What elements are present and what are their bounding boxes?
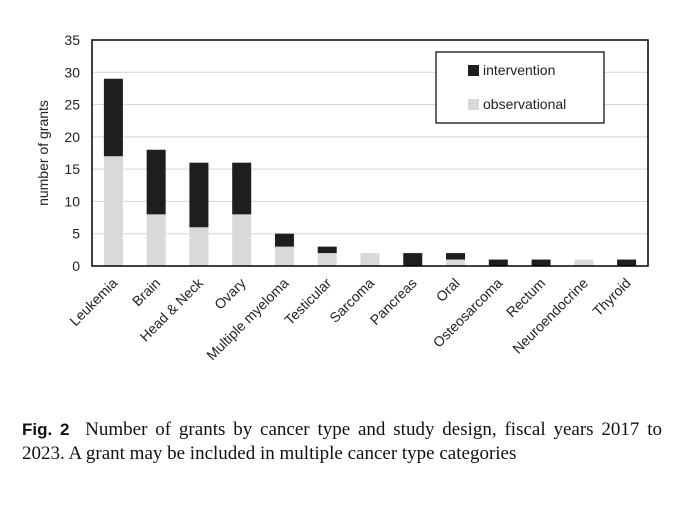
legend-swatch-observational [468, 99, 479, 110]
gridlines [92, 39, 648, 267]
y-tick-label: 20 [64, 129, 80, 145]
bar-intervention [274, 233, 294, 247]
x-tick-label: Leukemia [66, 275, 120, 329]
caption-label: Fig. 2 [22, 420, 70, 439]
legend-swatch-intervention [468, 65, 479, 76]
x-tick-label: Ovary [211, 275, 249, 313]
bar-observational [446, 259, 466, 266]
y-tick-label: 15 [64, 161, 80, 177]
bar-observational [232, 214, 252, 266]
x-tick-label: Thyroid [589, 275, 633, 319]
bars [103, 78, 637, 266]
y-tick-label: 35 [64, 32, 80, 48]
x-tick-label: Neuroendocrine [509, 275, 591, 357]
bar-observational [274, 246, 294, 266]
bar-intervention [531, 259, 551, 266]
bar-intervention [446, 253, 466, 260]
bar-intervention [189, 162, 209, 228]
y-tick-label: 0 [72, 258, 80, 274]
bar-intervention [617, 259, 637, 266]
legend-label-intervention: intervention [483, 62, 555, 78]
x-tick-label: Multiple myeloma [203, 275, 291, 363]
bar-intervention [403, 253, 423, 266]
x-tick-label: Oral [433, 275, 463, 305]
legend-label-observational: observational [483, 96, 566, 112]
bar-observational [360, 253, 380, 266]
y-axis-ticks: 0 5 10 15 20 25 30 35 [64, 32, 80, 274]
bar-intervention [317, 246, 337, 254]
bar-observational [317, 253, 337, 266]
bar-observational [189, 227, 209, 266]
y-tick-label: 10 [64, 193, 80, 209]
bar-observational [146, 214, 166, 266]
bar-observational [103, 156, 123, 266]
y-tick-label: 25 [64, 97, 80, 113]
y-tick-label: 5 [72, 226, 80, 242]
x-tick-label: Testicular [281, 275, 334, 328]
x-tick-label: Pancreas [367, 275, 420, 328]
x-tick-label: Brain [129, 275, 163, 309]
figure-caption: Fig. 2 Number of grants by cancer type a… [22, 418, 662, 466]
bar-observational [574, 259, 594, 266]
bar-intervention [232, 162, 252, 215]
y-tick-label: 30 [64, 64, 80, 80]
legend-box [435, 51, 605, 124]
bar-intervention [103, 78, 123, 157]
bar-intervention [488, 259, 508, 266]
plot-area-frame [91, 39, 649, 267]
bar-intervention [146, 149, 166, 215]
y-axis-label: number of grants [35, 100, 51, 206]
caption-text: Number of grants by cancer type and stud… [22, 419, 662, 464]
legend: intervention observational [435, 51, 605, 124]
